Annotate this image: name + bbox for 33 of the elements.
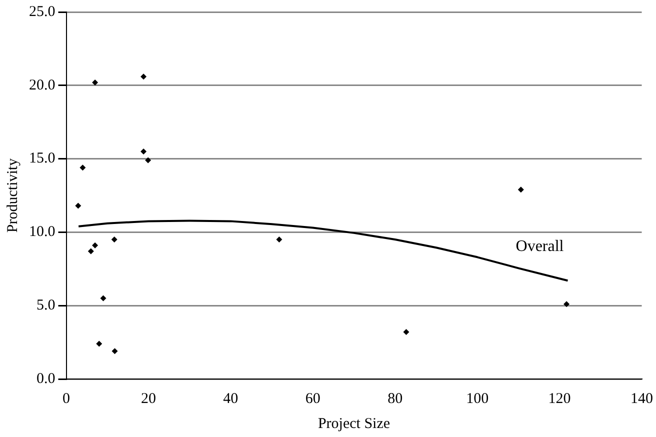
point xyxy=(145,157,152,164)
x-tick-label: 120 xyxy=(548,390,571,407)
y-tick-label: 15.0 xyxy=(29,150,56,167)
x-tick-label: 40 xyxy=(223,390,238,407)
y-tick-label: 10.0 xyxy=(29,224,56,240)
point xyxy=(140,74,147,80)
point xyxy=(96,340,102,347)
point xyxy=(518,186,524,193)
point xyxy=(88,248,94,254)
point xyxy=(403,329,410,336)
series-label: Overall xyxy=(516,238,564,255)
x-axis-title: Project Size xyxy=(318,416,390,432)
x-tick-label: 140 xyxy=(630,390,653,407)
x-tick-label: 0 xyxy=(62,390,70,407)
y-axis-title: Productivity xyxy=(4,158,21,233)
point xyxy=(80,164,86,171)
point xyxy=(100,295,106,302)
point xyxy=(92,79,98,86)
y-tick-label: 20.0 xyxy=(29,77,56,94)
point xyxy=(75,202,82,209)
x-tick-label: 80 xyxy=(388,390,403,407)
point xyxy=(92,242,98,248)
x-tick-label: 20 xyxy=(140,390,156,407)
y-tick-label: 25.0 xyxy=(29,4,56,20)
point xyxy=(564,301,570,308)
point xyxy=(112,348,118,354)
y-tick-label: 0.0 xyxy=(36,370,56,387)
y-tick-label: 5.0 xyxy=(36,298,56,314)
point xyxy=(111,236,118,243)
point xyxy=(140,148,147,154)
x-tick-label: 60 xyxy=(305,390,320,407)
point xyxy=(276,236,282,243)
x-tick-label: 100 xyxy=(466,390,489,407)
